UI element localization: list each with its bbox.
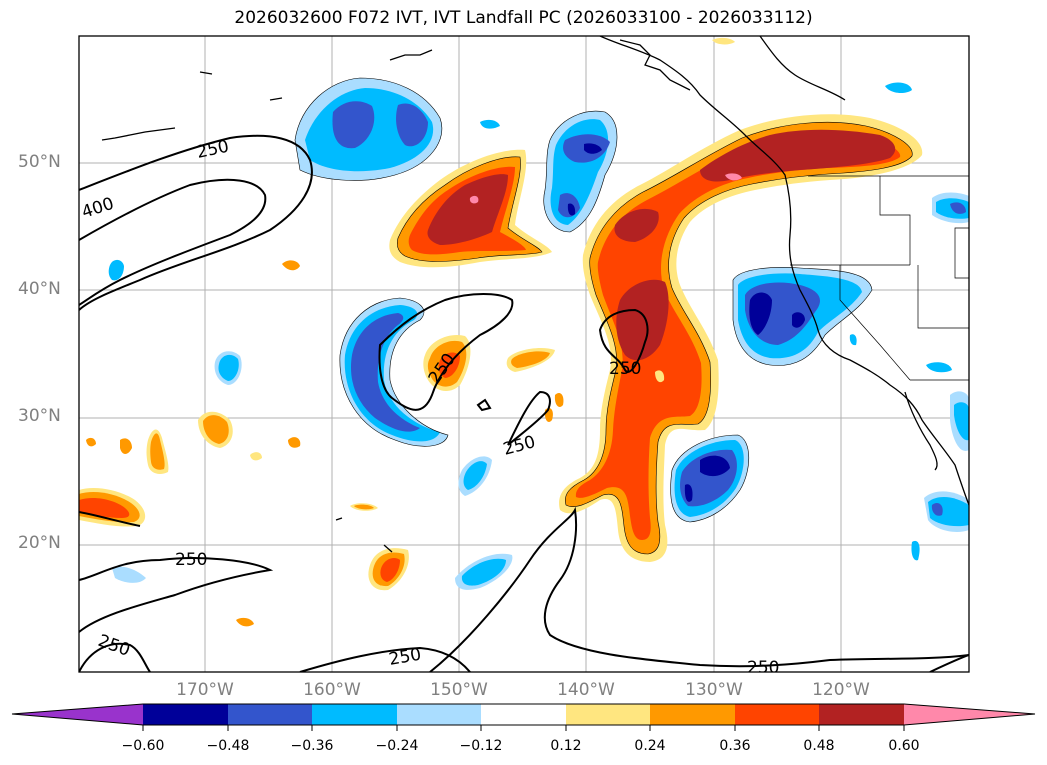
ivt-contour-250-main2 [429,506,969,672]
colorbar-bin [228,704,312,725]
ivt-contour-250-east [929,654,969,672]
longitude-label: 150°W [430,680,488,700]
colorbar-tick-label: 0.24 [634,738,666,754]
colorbar-tick-label: 0.60 [888,738,920,754]
longitude-label: 130°W [685,680,743,700]
coastlines [101,36,969,553]
colorbar-tick-label: −0.60 [121,738,165,754]
colorbar-bin [566,704,650,725]
colorbar-extend-high [904,704,1035,725]
colorbar-bin [397,704,481,725]
map-title: 2026032600 F072 IVT, IVT Landfall PC (20… [234,8,813,28]
colorbar-bin [735,704,819,725]
ivt-contour-250-northwest [79,134,313,311]
colorbar-tick-label: −0.12 [459,738,503,754]
colorbar [11,703,1036,731]
ivt-contour-400 [79,178,267,306]
colorbar-tick-label: 0.48 [803,738,835,754]
ivt-contour-250-south [79,557,274,633]
contour-label: 250 [609,359,641,379]
ivt-contour-250-central [378,293,514,411]
negative-pc-regions [108,78,969,590]
ivt-contour-250-southcentral [299,646,471,672]
longitude-label: 140°W [557,680,615,700]
pc-outlines [294,77,913,555]
latitude-label: 40°N [18,279,61,299]
latitude-label: 50°N [18,152,61,172]
ivt-contour-250-main [507,390,551,446]
colorbar-tick-label: 0.12 [550,738,582,754]
ivt-contour-250-southwest [79,642,151,672]
colorbar-bin [650,704,735,725]
colorbar-bin [819,704,904,725]
colorbar-bin [312,704,397,725]
ivt-contour-small [476,398,492,412]
latitude-label: 30°N [18,406,61,426]
colorbar-tick-label: 0.36 [719,738,751,754]
colorbar-extend-low [12,704,143,725]
colorbar-bin [143,704,228,725]
state-borders [790,175,969,381]
ivt-contours [79,134,969,672]
colorbar-bin [481,704,566,725]
colorbar-tick-label: −0.36 [290,738,334,754]
contour-label: 250 [175,550,207,570]
ivt-contour-250-coast [598,308,649,373]
longitude-label: 120°W [812,680,870,700]
positive-pc-regions [79,37,923,627]
longitude-label: 160°W [303,680,361,700]
contour-label: 250 [747,658,779,678]
colorbar-tick-label: −0.48 [206,738,250,754]
map-frame [78,35,970,673]
colorbar-tick-label: −0.24 [375,738,419,754]
longitude-label: 170°W [176,680,234,700]
latitude-label: 20°N [18,533,61,553]
map-plot-area: 250 400 250 250 250 250 250 250 250 [79,36,969,678]
